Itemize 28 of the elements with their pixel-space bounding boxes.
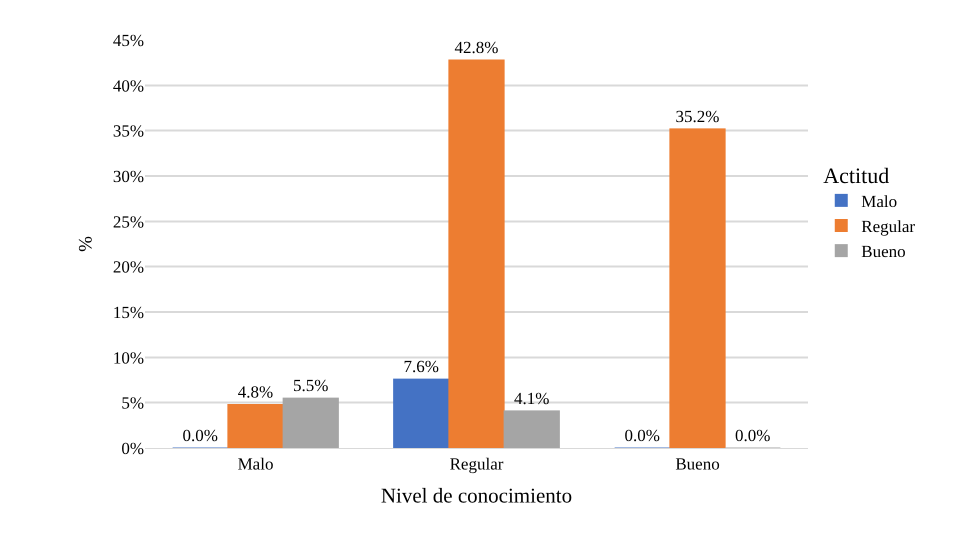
- y-tick-label: 0%: [121, 438, 144, 458]
- data-label: 0.0%: [735, 426, 770, 445]
- x-axis-title: Nivel de conocimiento: [380, 484, 572, 508]
- data-label: 42.8%: [454, 38, 498, 57]
- legend-label: Regular: [861, 217, 916, 236]
- data-label: 35.2%: [676, 106, 720, 126]
- x-tick-label: Bueno: [675, 454, 720, 474]
- y-tick-label: 5%: [121, 394, 144, 413]
- legend-label: Malo: [861, 192, 898, 212]
- legend-title: Actitud: [823, 162, 890, 188]
- x-tick-label: Regular: [450, 454, 504, 474]
- data-label: 0.0%: [182, 426, 218, 445]
- y-tick-label: 15%: [112, 302, 144, 322]
- y-tick-label: 30%: [112, 166, 144, 186]
- y-tick-label: 45%: [112, 30, 144, 50]
- data-label: 5.5%: [293, 376, 328, 396]
- data-label: 7.6%: [404, 357, 439, 376]
- y-axis-title: %: [76, 236, 97, 252]
- legend-label: Bueno: [861, 242, 906, 262]
- data-label: 0.0%: [624, 426, 660, 445]
- y-tick-label: 25%: [112, 212, 144, 232]
- y-tick-label: 10%: [112, 348, 144, 368]
- x-tick-label: Malo: [238, 454, 274, 474]
- y-tick-label: 35%: [112, 122, 144, 141]
- y-tick-label: 20%: [112, 258, 144, 277]
- y-tick-label: 40%: [112, 76, 144, 96]
- data-label: 4.8%: [238, 382, 274, 402]
- data-label: 4.1%: [514, 388, 550, 408]
